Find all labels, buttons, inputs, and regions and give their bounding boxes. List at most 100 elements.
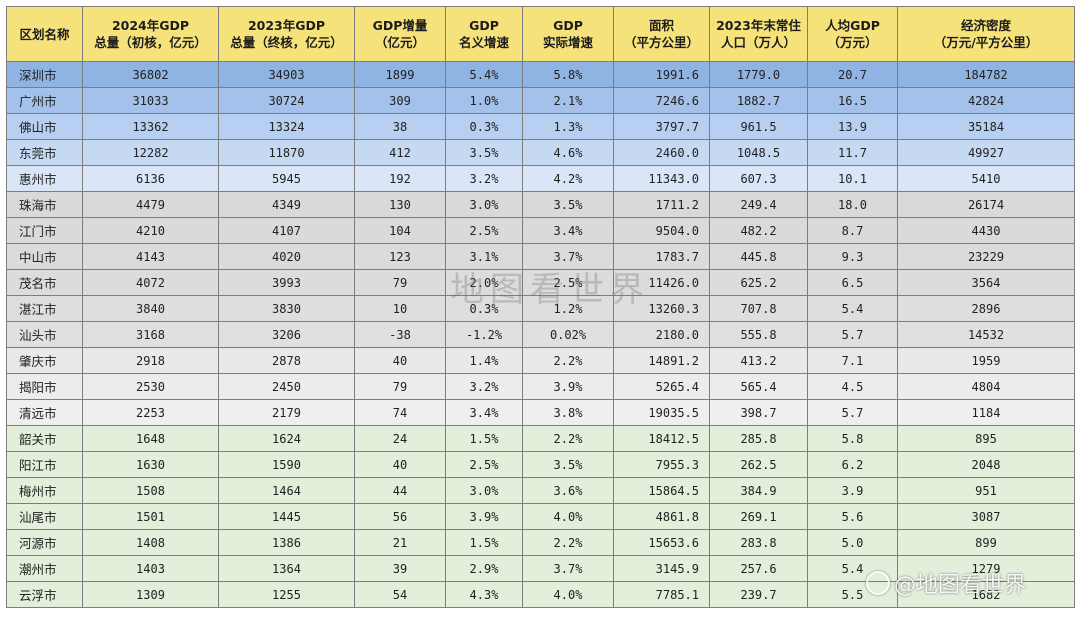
value-cell: 2896 [897,295,1075,322]
value-cell: 3.9% [445,503,523,530]
column-header-line2: 实际增速 [542,35,593,50]
table-body: 深圳市 36802 34903 1899 5.4% 5.8% 1991.6 1779.0 20.… [6,61,1075,608]
value-cell: 2.5% [445,217,523,244]
value-cell: 7246.6 [613,87,710,114]
value-cell: 3.1% [445,243,523,270]
value-cell: 249.4 [709,191,808,218]
value-cell: 4349 [218,191,355,218]
value-cell: 4.2% [522,165,614,192]
value-cell: 413.2 [709,347,808,374]
value-cell: 262.5 [709,451,808,478]
value-cell: 14891.2 [613,347,710,374]
value-cell: 38 [354,113,446,140]
value-cell: 192 [354,165,446,192]
value-cell: 1959 [897,347,1075,374]
gdp-table-container: 区划名称 2024年GDP 总量（初核，亿元） 2023年GDP 总量（终核，亿元） GD… [6,6,1075,608]
city-name-cell: 佛山市 [6,113,83,140]
value-cell: 3.9 [807,477,898,504]
value-cell: 15653.6 [613,529,710,556]
value-cell: 0.3% [445,295,523,322]
value-cell: 4430 [897,217,1075,244]
column-header-line2: （万元/平方公里） [933,35,1039,50]
table-row: 江门市 4210 4107 104 2.5% 3.4% 9504.0 482.2 8.7 4430 [6,217,1075,244]
column-header: 经济密度 （万元/平方公里） [897,6,1075,62]
value-cell: 1403 [82,555,219,582]
value-cell: 4.3% [445,581,523,608]
value-cell: 26174 [897,191,1075,218]
column-header: GDP 名义增速 [445,6,523,62]
city-name-cell: 汕头市 [6,321,83,348]
value-cell: 5.8 [807,425,898,452]
value-cell: 5.6 [807,503,898,530]
table-row: 深圳市 36802 34903 1899 5.4% 5.8% 1991.6 1779.0 20.… [6,61,1075,88]
value-cell: 285.8 [709,425,808,452]
table-row: 茂名市 4072 3993 79 2.0% 2.5% 11426.0 625.2 6.5 3564 [6,269,1075,296]
value-cell: 625.2 [709,269,808,296]
value-cell: 1711.2 [613,191,710,218]
value-cell: 1590 [218,451,355,478]
value-cell: 79 [354,269,446,296]
table-row: 佛山市 13362 13324 38 0.3% 1.3% 3797.7 961.5 13.9 35… [6,113,1075,140]
value-cell: 1508 [82,477,219,504]
value-cell: 555.8 [709,321,808,348]
value-cell: 2450 [218,373,355,400]
value-cell: 35184 [897,113,1075,140]
city-name-cell: 肇庆市 [6,347,83,374]
value-cell: 3.2% [445,373,523,400]
value-cell: 30724 [218,87,355,114]
table-row: 东莞市 12282 11870 412 3.5% 4.6% 2460.0 1048.5 11.7… [6,139,1075,166]
value-cell: 2.5% [522,269,614,296]
column-header: 2023年GDP 总量（终核，亿元） [218,6,355,62]
value-cell: 104 [354,217,446,244]
table-row: 惠州市 6136 5945 192 3.2% 4.2% 11343.0 607.3 10.1 54… [6,165,1075,192]
column-header-line1: 区划名称 [19,26,70,42]
value-cell: 1882.7 [709,87,808,114]
value-cell: 40 [354,347,446,374]
value-cell: 398.7 [709,399,808,426]
table-row: 河源市 1408 1386 21 1.5% 2.2% 15653.6 283.8 5.0 899 [6,529,1075,556]
value-cell: 4479 [82,191,219,218]
column-header-line2: 总量（初核，亿元） [94,35,207,50]
value-cell: 2.0% [445,269,523,296]
value-cell: 4072 [82,269,219,296]
value-cell: 412 [354,139,446,166]
city-name-cell: 韶关市 [6,425,83,452]
value-cell: 895 [897,425,1075,452]
value-cell: 707.8 [709,295,808,322]
value-cell: 445.8 [709,243,808,270]
column-header-line1: 人均GDP [825,18,880,33]
value-cell: 1386 [218,529,355,556]
value-cell: 12282 [82,139,219,166]
city-name-cell: 阳江市 [6,451,83,478]
table-row: 中山市 4143 4020 123 3.1% 3.7% 1783.7 445.8 9.3 2322… [6,243,1075,270]
value-cell: 24 [354,425,446,452]
value-cell: 39 [354,555,446,582]
city-name-cell: 江门市 [6,217,83,244]
city-name-cell: 惠州市 [6,165,83,192]
value-cell: 2179 [218,399,355,426]
value-cell: 1445 [218,503,355,530]
value-cell: 3797.7 [613,113,710,140]
value-cell: 269.1 [709,503,808,530]
column-header: 2024年GDP 总量（初核，亿元） [82,6,219,62]
city-name-cell: 湛江市 [6,295,83,322]
value-cell: 13.9 [807,113,898,140]
table-row: 梅州市 1508 1464 44 3.0% 3.6% 15864.5 384.9 3.9 951 [6,477,1075,504]
value-cell: 5.5 [807,581,898,608]
value-cell: 4.0% [522,581,614,608]
table-row: 清远市 2253 2179 74 3.4% 3.8% 19035.5 398.7 5.7 1184 [6,399,1075,426]
city-name-cell: 梅州市 [6,477,83,504]
value-cell: 5.8% [522,61,614,88]
table-row: 云浮市 1309 1255 54 4.3% 4.0% 7785.1 239.7 5.5 1682 [6,581,1075,608]
value-cell: 3.0% [445,477,523,504]
value-cell: 8.7 [807,217,898,244]
value-cell: 18412.5 [613,425,710,452]
value-cell: 1279 [897,555,1075,582]
value-cell: 20.7 [807,61,898,88]
city-name-cell: 清远市 [6,399,83,426]
column-header: GDP 实际增速 [522,6,614,62]
value-cell: 309 [354,87,446,114]
value-cell: 3564 [897,269,1075,296]
value-cell: 54 [354,581,446,608]
value-cell: 6.5 [807,269,898,296]
